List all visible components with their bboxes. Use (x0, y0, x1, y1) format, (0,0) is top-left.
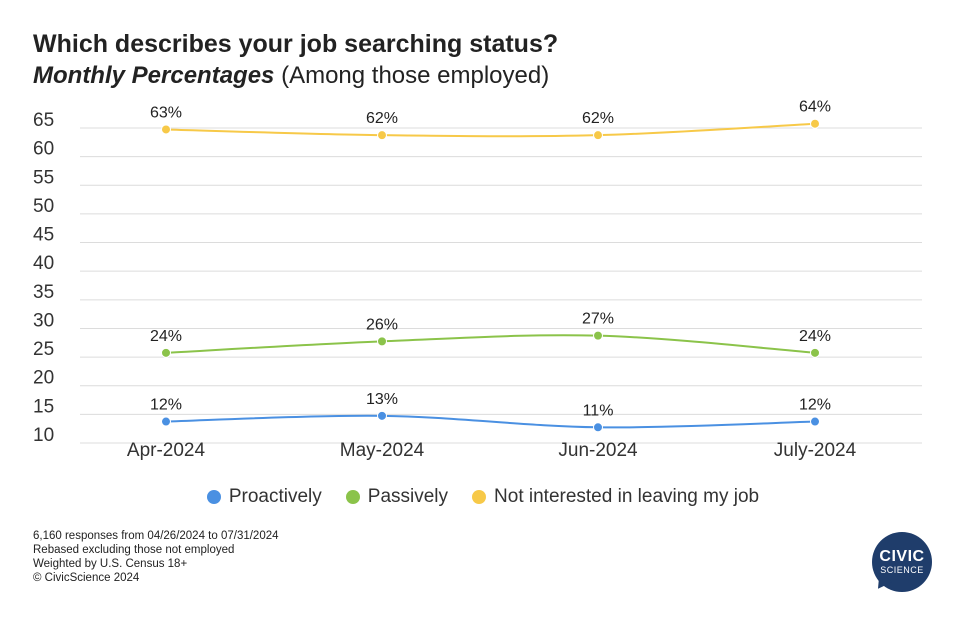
y-tick-label-60: 60 (33, 139, 54, 160)
footnote-weighted: Weighted by U.S. Census 18+ (33, 558, 188, 570)
data-point-0-0 (161, 416, 171, 427)
data-point-2-3 (810, 118, 820, 129)
series-line-1 (165, 334, 816, 354)
data-point-0-2 (593, 422, 603, 433)
footnotes: 6,160 responses from 04/26/2024 to 07/31… (33, 529, 279, 585)
y-tick-label-35: 35 (33, 282, 54, 303)
y-tick-label-55: 55 (33, 167, 54, 188)
data-point-2-0 (161, 124, 171, 135)
data-label-1-3: 24% (799, 328, 831, 345)
data-label-2-2: 62% (582, 110, 614, 127)
legend-swatch-not-interested (472, 490, 487, 504)
data-label-0-2: 11% (583, 402, 614, 419)
series-line-2 (165, 122, 816, 138)
footnote-copyright: © CivicScience 2024 (33, 572, 140, 584)
civicscience-logo: CIVIC SCIENCE (871, 532, 932, 594)
logo-circle: CIVIC SCIENCE (872, 532, 932, 592)
y-tick-label-50: 50 (33, 196, 54, 217)
logo-text-civic: CIVIC (879, 547, 925, 565)
y-tick-label-20: 20 (33, 368, 54, 389)
title-block: Which describes your job searching statu… (33, 30, 558, 90)
chart-subtitle: Monthly Percentages (Among those employe… (33, 62, 558, 90)
data-label-1-0: 24% (150, 328, 182, 345)
y-tick-label-40: 40 (33, 253, 54, 274)
x-tick-label-2: Jun-2024 (558, 440, 638, 461)
y-tick-label-45: 45 (33, 225, 54, 246)
data-label-2-0: 63% (150, 104, 182, 121)
y-tick-label-30: 30 (33, 310, 54, 331)
legend-item-passively: Passively (345, 486, 449, 508)
legend-swatch-passively (345, 490, 360, 504)
legend-swatch-proactively (206, 490, 221, 504)
footnote-responses: 6,160 responses from 04/26/2024 to 07/31… (33, 530, 279, 542)
chart-title: Which describes your job searching statu… (33, 30, 559, 58)
legend-label-passively: Passively (367, 486, 449, 507)
data-point-2-1 (377, 130, 387, 141)
legend: Proactively Passively Not interested in … (0, 486, 966, 508)
x-tick-label-1: May-2024 (340, 440, 425, 461)
data-point-0-3 (810, 416, 820, 427)
y-tick-label-15: 15 (33, 396, 54, 417)
footnote-rebased: Rebased excluding those not employed (33, 544, 235, 556)
y-tick-label-25: 25 (33, 339, 54, 360)
y-tick-label-65: 65 (33, 110, 54, 131)
logo-text-science: SCIENCE (880, 564, 924, 575)
data-point-1-3 (810, 347, 820, 358)
data-point-2-2 (593, 130, 603, 141)
data-point-1-0 (161, 347, 171, 358)
series-line-0 (165, 414, 816, 429)
x-tick-label-3: July-2024 (774, 440, 857, 461)
data-point-1-2 (593, 330, 603, 341)
subtitle-rest: (Among those employed) (281, 62, 550, 89)
data-label-0-1: 13% (366, 391, 398, 408)
data-point-1-1 (377, 336, 387, 347)
line-chart: 10 15 20 25 30 35 40 45 50 55 60 65 Apr-2024 May-2024… (33, 99, 922, 461)
subtitle-emphasis: Monthly Percentages (33, 62, 275, 89)
y-tick-label-10: 10 (33, 425, 54, 446)
data-label-1-1: 26% (366, 316, 398, 333)
data-label-0-0: 12% (150, 397, 182, 414)
x-tick-label-0: Apr-2024 (127, 440, 206, 461)
data-label-0-3: 12% (799, 397, 831, 414)
legend-item-not-interested: Not interested in leaving my job (472, 486, 759, 508)
data-point-0-1 (377, 410, 387, 421)
legend-label-not-interested: Not interested in leaving my job (494, 486, 760, 507)
data-label-2-3: 64% (799, 99, 831, 116)
legend-item-proactively: Proactively (206, 486, 322, 508)
data-label-2-1: 62% (366, 110, 398, 127)
legend-label-proactively: Proactively (228, 486, 322, 507)
data-label-1-2: 27% (582, 311, 614, 328)
